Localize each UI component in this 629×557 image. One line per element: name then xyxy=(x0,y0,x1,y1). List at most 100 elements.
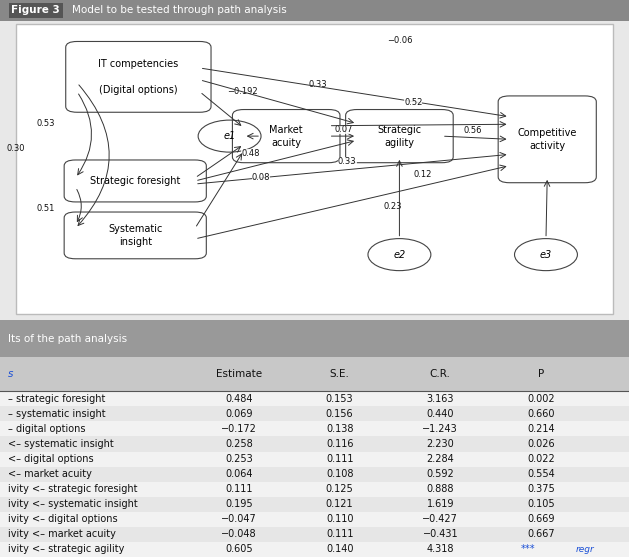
Text: <– market acuity: <– market acuity xyxy=(8,469,91,479)
Text: 0.52: 0.52 xyxy=(404,98,423,107)
Bar xyxy=(0,422,629,437)
Bar xyxy=(0,407,629,422)
Text: 2.230: 2.230 xyxy=(426,439,454,449)
Text: 0.022: 0.022 xyxy=(527,454,555,464)
FancyBboxPatch shape xyxy=(64,160,206,202)
Text: 0.195: 0.195 xyxy=(225,499,253,509)
Text: −0.172: −0.172 xyxy=(221,424,257,434)
Text: 0.116: 0.116 xyxy=(326,439,353,449)
Text: 0.53: 0.53 xyxy=(36,119,55,128)
Text: 0.484: 0.484 xyxy=(225,394,253,404)
Bar xyxy=(0,512,629,527)
Text: C.R.: C.R. xyxy=(430,369,451,379)
Text: 0.125: 0.125 xyxy=(326,484,353,494)
Text: 0.214: 0.214 xyxy=(527,424,555,434)
Text: 4.318: 4.318 xyxy=(426,545,454,554)
Text: 0.605: 0.605 xyxy=(225,545,253,554)
Text: Strategic
agility: Strategic agility xyxy=(377,125,421,148)
Text: 0.156: 0.156 xyxy=(326,409,353,419)
Text: – digital options: – digital options xyxy=(8,424,85,434)
FancyBboxPatch shape xyxy=(65,41,211,113)
Text: 0.23: 0.23 xyxy=(384,202,403,211)
Text: 2.284: 2.284 xyxy=(426,454,454,464)
Text: 0.108: 0.108 xyxy=(326,469,353,479)
Text: ivity <– digital options: ivity <– digital options xyxy=(8,514,117,524)
Text: 0.07: 0.07 xyxy=(334,125,353,134)
Text: Estimate: Estimate xyxy=(216,369,262,379)
Text: 0.592: 0.592 xyxy=(426,469,454,479)
FancyBboxPatch shape xyxy=(233,110,340,163)
Text: – systematic insight: – systematic insight xyxy=(8,409,105,419)
Text: e1: e1 xyxy=(223,131,236,141)
Text: regr: regr xyxy=(576,545,594,554)
Text: 3.163: 3.163 xyxy=(426,394,454,404)
Text: 1.619: 1.619 xyxy=(426,499,454,509)
Text: 0.140: 0.140 xyxy=(326,545,353,554)
Text: 0.51: 0.51 xyxy=(36,204,55,213)
Text: 0.064: 0.064 xyxy=(225,469,253,479)
Text: ivity <– market acuity: ivity <– market acuity xyxy=(8,529,116,539)
Text: 0.002: 0.002 xyxy=(527,394,555,404)
Bar xyxy=(0,0,629,21)
Text: 0.258: 0.258 xyxy=(225,439,253,449)
Text: Systematic
insight: Systematic insight xyxy=(108,224,162,247)
Text: 0.56: 0.56 xyxy=(464,126,482,135)
Text: <– systematic insight: <– systematic insight xyxy=(8,439,113,449)
Text: ivity <– strategic agility: ivity <– strategic agility xyxy=(8,545,124,554)
Text: 0.08: 0.08 xyxy=(252,173,270,182)
Bar xyxy=(0,357,629,391)
Text: 0.153: 0.153 xyxy=(326,394,353,404)
Text: 0.375: 0.375 xyxy=(527,484,555,494)
Text: 0.253: 0.253 xyxy=(225,454,253,464)
Bar xyxy=(0,437,629,452)
Text: S.E.: S.E. xyxy=(330,369,350,379)
Text: 0.026: 0.026 xyxy=(527,439,555,449)
Text: 0.121: 0.121 xyxy=(326,499,353,509)
Bar xyxy=(0,467,629,482)
Text: 0.33: 0.33 xyxy=(308,80,327,89)
Text: Strategic foresight: Strategic foresight xyxy=(90,176,181,186)
Bar xyxy=(0,542,629,557)
Text: Model to be tested through path analysis: Model to be tested through path analysis xyxy=(72,5,287,15)
Text: 0.660: 0.660 xyxy=(527,409,555,419)
Text: −0.192: −0.192 xyxy=(227,87,257,96)
Text: Competitive
activity: Competitive activity xyxy=(518,128,577,151)
Text: P: P xyxy=(538,369,544,379)
Text: 0.138: 0.138 xyxy=(326,424,353,434)
Text: 0.111: 0.111 xyxy=(326,529,353,539)
Text: 0.30: 0.30 xyxy=(6,144,25,153)
Text: ivity <– strategic foresight: ivity <– strategic foresight xyxy=(8,484,137,494)
Bar xyxy=(0,391,629,407)
Text: 0.069: 0.069 xyxy=(225,409,253,419)
Text: 0.105: 0.105 xyxy=(527,499,555,509)
Text: Figure 3: Figure 3 xyxy=(11,5,60,15)
Text: ***: *** xyxy=(521,545,536,554)
Bar xyxy=(0,497,629,512)
Bar xyxy=(0,320,629,357)
Text: −0.06: −0.06 xyxy=(387,36,412,45)
Text: −0.048: −0.048 xyxy=(221,529,257,539)
Bar xyxy=(0,527,629,542)
Text: e2: e2 xyxy=(393,250,406,260)
Text: 0.440: 0.440 xyxy=(426,409,454,419)
Text: −0.047: −0.047 xyxy=(221,514,257,524)
Text: 0.888: 0.888 xyxy=(426,484,454,494)
Text: 0.667: 0.667 xyxy=(527,529,555,539)
Text: IT competencies

(Digital options): IT competencies (Digital options) xyxy=(98,58,179,95)
Text: 0.554: 0.554 xyxy=(527,469,555,479)
Text: s: s xyxy=(8,369,13,379)
FancyBboxPatch shape xyxy=(498,96,596,183)
Text: – strategic foresight: – strategic foresight xyxy=(8,394,105,404)
Text: <– digital options: <– digital options xyxy=(8,454,93,464)
Text: 0.48: 0.48 xyxy=(241,149,260,158)
Text: Market
acuity: Market acuity xyxy=(269,125,303,148)
Text: 0.110: 0.110 xyxy=(326,514,353,524)
Text: 0.669: 0.669 xyxy=(527,514,555,524)
FancyBboxPatch shape xyxy=(346,110,453,163)
Bar xyxy=(0,452,629,467)
Text: lts of the path analysis: lts of the path analysis xyxy=(8,334,126,344)
Bar xyxy=(0,482,629,497)
FancyBboxPatch shape xyxy=(64,212,206,259)
Text: e3: e3 xyxy=(540,250,552,260)
Text: −0.431: −0.431 xyxy=(423,529,458,539)
